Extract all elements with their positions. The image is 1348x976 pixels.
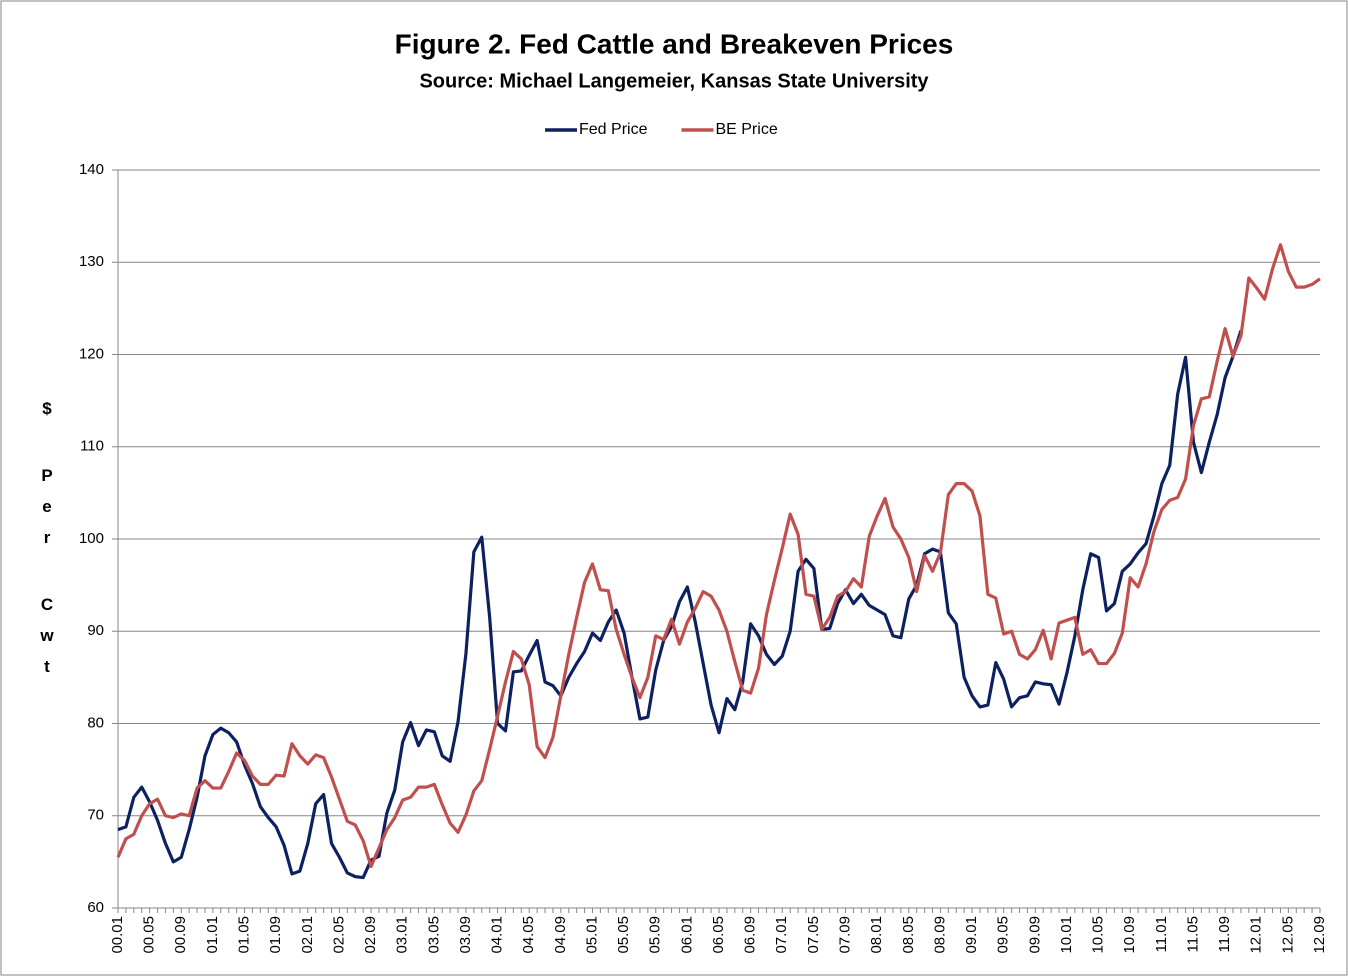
y-tick-label: 90 [87,622,104,639]
chart-title: Figure 2. Fed Cattle and Breakeven Price… [395,28,954,59]
x-tick-label: 06.01 [678,916,695,954]
x-tick-label: 05.05 [615,916,632,954]
x-tick-label: 11.05 [1184,916,1201,952]
x-tick-label: 04.09 [552,916,569,954]
x-tick-label: 00.01 [109,916,126,954]
x-tick-label: 08.01 [868,916,885,954]
x-tick-label: 08.09 [931,916,948,954]
x-tick-label: 01.09 [267,916,284,954]
x-tick-label: 10.09 [1121,916,1138,954]
x-tick-label: 01.05 [235,916,252,954]
x-tick-label: 08.05 [900,916,917,954]
series-line [116,243,1321,869]
x-tick-label: 02.05 [330,916,347,954]
x-tick-label: 07.05 [805,916,822,954]
y-tick-label: 70 [87,807,104,824]
x-tick-label: 09.01 [963,916,980,954]
x-tick-label: 09.05 [995,916,1012,954]
x-tick-label: 01.01 [204,916,221,954]
x-tick-label: 04.05 [520,916,537,954]
x-tick-label: 11.09 [1216,916,1233,952]
x-tick-label: 03.01 [394,916,411,954]
legend-label: Fed Price [579,121,648,138]
x-tick-label: 06.05 [710,916,727,954]
x-tick-label: 12.09 [1311,916,1328,954]
x-tick-label: 03.09 [457,916,474,954]
y-tick-label: 60 [87,899,104,916]
series-line [117,330,1243,880]
x-tick-label: 11.01 [1153,916,1170,952]
x-tick-label: 00.05 [141,916,158,954]
x-tick-label: 06.09 [742,916,759,954]
y-tick-label: 120 [79,345,104,362]
y-tick-label: 80 [87,714,104,731]
x-tick-label: 12.01 [1248,916,1265,954]
y-tick-label: 110 [80,438,104,455]
x-tick-label: 00.09 [172,916,189,954]
x-tick-label: 09.09 [1026,916,1043,954]
x-tick-label: 12.05 [1279,916,1296,954]
x-tick-label: 07.01 [773,916,790,954]
legend-label: BE Price [715,121,777,138]
y-tick-label: 140 [79,161,104,178]
x-tick-label: 10.05 [1090,916,1107,954]
x-tick-label: 05.09 [647,916,664,954]
x-tick-label: 05.01 [583,916,600,954]
x-tick-label: 03.05 [425,916,442,954]
x-tick-label: 02.01 [299,916,316,954]
x-tick-label: 10.01 [1058,916,1075,954]
chart-subtitle: Source: Michael Langemeier, Kansas State… [419,70,929,92]
y-tick-label: 130 [79,253,104,270]
x-tick-label: 04.01 [489,916,506,954]
x-tick-label: 02.09 [362,916,379,954]
y-tick-label: 100 [79,530,104,547]
x-tick-label: 07.09 [836,916,853,954]
